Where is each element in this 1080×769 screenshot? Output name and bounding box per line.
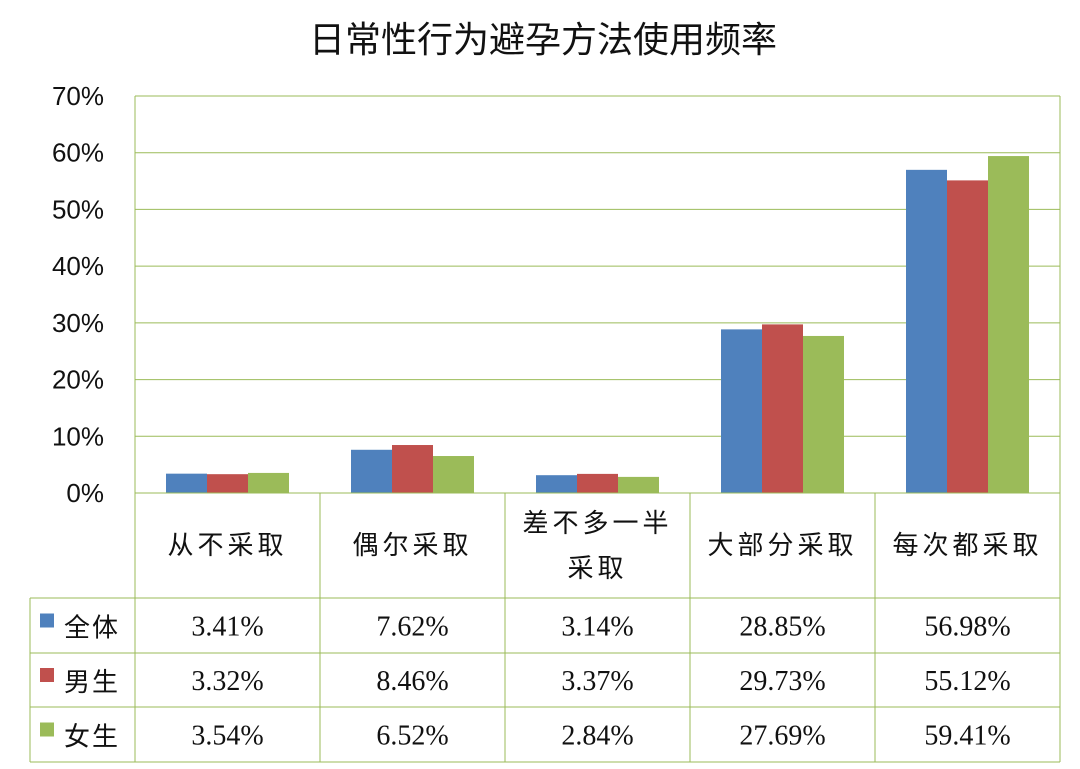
y-tick-label: 30% [52, 308, 104, 338]
bar [166, 473, 207, 493]
data-label: 7.62% [376, 612, 448, 643]
bar [248, 472, 289, 493]
data-label: 29.73% [739, 666, 825, 697]
data-label: 3.37% [561, 666, 633, 697]
bar [392, 445, 433, 493]
category-label: 大部分采取 [707, 531, 857, 561]
series-label: 女生 [64, 723, 120, 753]
category-label-line: 采取 [567, 554, 627, 584]
y-axis-ticks: 0% 10% 20% 30% 40% 50% 60% 70% [52, 81, 104, 508]
series-label: 全体 [64, 614, 120, 644]
y-tick-label: 10% [52, 421, 104, 451]
legend-key [40, 668, 54, 682]
y-tick-label: 0% [66, 478, 104, 508]
y-tick-label: 50% [52, 194, 104, 224]
bar [762, 324, 803, 493]
bars [166, 156, 1029, 494]
data-label: 6.52% [376, 721, 448, 752]
bar [721, 329, 762, 493]
data-label: 56.98% [924, 612, 1010, 643]
data-label: 8.46% [376, 666, 448, 697]
bar [803, 335, 844, 493]
gridlines [134, 95, 1061, 494]
data-label: 2.84% [561, 721, 633, 752]
bar [906, 169, 947, 494]
category-label: 偶尔采取 [352, 531, 472, 561]
data-label: 3.32% [191, 666, 263, 697]
bar [618, 476, 659, 493]
bar [988, 156, 1029, 493]
bar [351, 449, 392, 493]
y-tick-label: 40% [52, 251, 104, 281]
data-label: 3.54% [191, 721, 263, 752]
y-tick-label: 60% [52, 138, 104, 168]
y-tick-label: 70% [52, 81, 104, 111]
legend-key [40, 722, 54, 737]
data-label: 55.12% [924, 666, 1010, 697]
category-label: 每次都采取 [892, 531, 1042, 561]
data-label: 3.14% [561, 612, 633, 643]
legend-key [40, 613, 54, 628]
bar [947, 180, 988, 493]
category-label: 从不采取 [167, 531, 287, 561]
bar [577, 473, 618, 493]
y-tick-label: 20% [52, 365, 104, 395]
data-label: 28.85% [739, 612, 825, 643]
data-label: 27.69% [739, 721, 825, 752]
data-label: 59.41% [924, 721, 1010, 752]
bar [433, 456, 474, 493]
category-label: 差不多一半采取 [522, 509, 672, 584]
category-label-line: 差不多一半 [522, 509, 672, 539]
data-label: 3.41% [191, 612, 263, 643]
series-label: 男生 [64, 668, 120, 698]
bar [536, 475, 577, 493]
bar [207, 474, 248, 493]
chart-title: 日常性行为避孕方法使用频率 [309, 20, 777, 61]
